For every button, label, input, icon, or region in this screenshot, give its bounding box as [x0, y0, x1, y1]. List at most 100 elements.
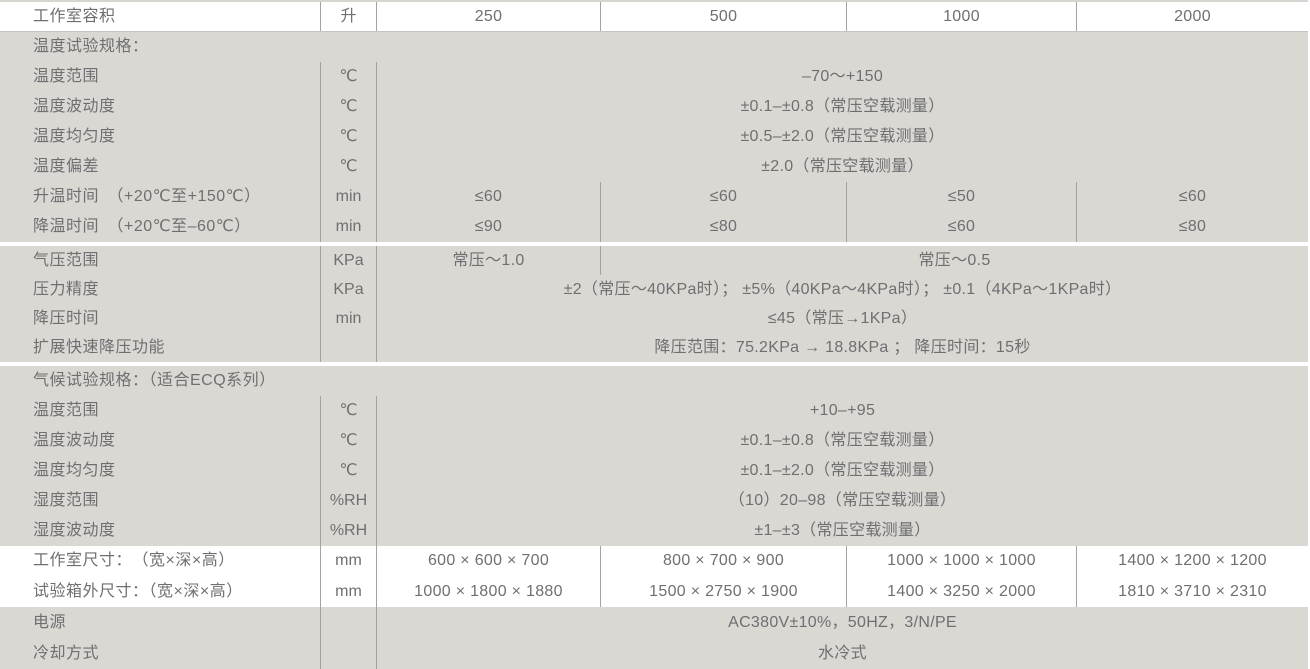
table-row: 温度范围 ℃ –70～+150: [0, 62, 1308, 92]
table-row: 温度均匀度 ℃ ±0.1–±2.0（常压空载测量）: [0, 456, 1308, 486]
cell-value: ≤80: [600, 212, 846, 242]
cell-value: 1500 × 2750 × 1900: [600, 576, 846, 607]
cell-value: ±0.5–±2.0（常压空载测量）: [740, 128, 945, 145]
cell-value: （10）20–98（常压空载测量）: [728, 492, 957, 509]
row-unit: 升: [320, 2, 377, 31]
cell-value: 常压～0.5: [600, 246, 1308, 275]
row-label: 压力精度: [33, 281, 100, 298]
cell-value: ≤45（常压→1KPa）: [767, 310, 918, 327]
table-row: 温度均匀度 ℃ ±0.5–±2.0（常压空载测量）: [0, 122, 1308, 152]
row-unit: min: [320, 182, 377, 212]
table-row: 温度偏差 ℃ ±2.0（常压空载测量）: [0, 152, 1308, 182]
cell-value: ≤60: [1076, 182, 1308, 212]
cell-value: –70～+150: [801, 68, 884, 85]
cell-value: ±0.1–±0.8（常压空载测量）: [740, 432, 945, 449]
row-label: 湿度范围: [33, 492, 100, 509]
row-unit: %RH: [320, 486, 377, 516]
row-unit: KPa: [320, 275, 377, 304]
row-label: 温度范围: [33, 68, 100, 85]
cell-value: ±0.1–±2.0（常压空载测量）: [740, 462, 945, 479]
row-unit: ℃: [320, 122, 377, 152]
spec-section: 工作室容积 升 250 500 1000 2000: [0, 0, 1308, 32]
spec-section: 工作室尺寸： （宽×深×高） mm 600 × 600 × 700 800 × 700…: [0, 546, 1308, 607]
table-row: 湿度波动度 %RH ±1–±3（常压空载测量）: [0, 516, 1308, 546]
row-label: 温度均匀度: [33, 128, 116, 145]
row-label: 试验箱外尺寸：（宽×深×高）: [33, 583, 243, 600]
cell-value: 1000 × 1000 × 1000: [846, 546, 1076, 576]
table-row: 冷却方式 水冷式: [0, 638, 1308, 669]
cell-value: ±1–±3（常压空载测量）: [754, 522, 931, 539]
row-label: 工作室尺寸： （宽×深×高）: [33, 552, 235, 569]
cell-value: 降压范围：75.2KPa → 18.8KPa ； 降压时间：15秒: [654, 339, 1031, 356]
row-label: 冷却方式: [33, 645, 100, 662]
row-unit: KPa: [320, 246, 377, 275]
cell-value: AC380V±10%，50HZ，3/N/PE: [728, 614, 957, 631]
table-row: 温度范围 ℃ +10–+95: [0, 396, 1308, 426]
cell-value: 500: [600, 2, 846, 31]
row-label: 升温时间 （+20℃至+150℃）: [33, 188, 261, 205]
row-unit: [320, 638, 377, 669]
cell-value: ≤60: [846, 212, 1076, 242]
row-unit: %RH: [320, 516, 377, 546]
table-row: 电源 AC380V±10%，50HZ，3/N/PE: [0, 607, 1308, 638]
row-unit: mm: [320, 576, 377, 607]
cell-value: ±2（常压～40KPa时）； ±5%（40KPa～4KPa时）； ±0.1（4K…: [563, 281, 1122, 298]
cell-value: 800 × 700 × 900: [600, 546, 846, 576]
row-unit: [320, 333, 377, 362]
spec-section: 气候试验规格：（适合ECQ系列） 温度范围 ℃ +10–+95 温度波动度 ℃ ±0.1–±…: [0, 366, 1308, 546]
table-row: 扩展快速降压功能 降压范围：75.2KPa → 18.8KPa ； 降压时间：15…: [0, 333, 1308, 362]
row-unit: [320, 607, 377, 638]
table-row: 降压时间 min ≤45（常压→1KPa）: [0, 304, 1308, 333]
cell-value: 600 × 600 × 700: [427, 552, 550, 569]
row-label: 温度均匀度: [33, 462, 116, 479]
table-row: 工作室尺寸： （宽×深×高） mm 600 × 600 × 700 800 × 700…: [0, 546, 1308, 576]
row-unit: min: [320, 212, 377, 242]
table-row: 湿度范围 %RH （10）20–98（常压空载测量）: [0, 486, 1308, 516]
spec-section: 气压范围 KPa 常压～1.0 常压～0.5 压力精度 KPa ±2（常压～40KPa时）；…: [0, 246, 1308, 362]
cell-value: ≤60: [600, 182, 846, 212]
spec-section: 温度试验规格： 温度范围 ℃ –70～+150 温度波动度 ℃ ±0.1–±0.8（常压空载…: [0, 32, 1308, 242]
cell-value: ±0.1–±0.8（常压空载测量）: [740, 98, 945, 115]
row-label: 降压时间: [33, 310, 100, 327]
cell-value: 250: [474, 8, 503, 25]
row-unit: mm: [320, 546, 377, 576]
row-unit: ℃: [320, 62, 377, 92]
cell-value: 2000: [1076, 2, 1308, 31]
row-label: 温度波动度: [33, 432, 116, 449]
row-unit: min: [320, 304, 377, 333]
cell-value: ±2.0（常压空载测量）: [761, 158, 924, 175]
cell-value: 1400 × 3250 × 2000: [846, 576, 1076, 607]
spec-section: 电源 AC380V±10%，50HZ，3/N/PE 冷却方式 水冷式: [0, 607, 1308, 669]
table-row: 升温时间 （+20℃至+150℃） min ≤60 ≤60 ≤50 ≤60: [0, 182, 1308, 212]
section-title: 温度试验规格：: [33, 38, 149, 55]
table-row: 降温时间 （+20℃至–60℃） min ≤90 ≤80 ≤60 ≤80: [0, 212, 1308, 242]
cell-value: 1000: [846, 2, 1076, 31]
row-label: 温度偏差: [33, 158, 100, 175]
table-row: 工作室容积 升 250 500 1000 2000: [0, 2, 1308, 31]
row-label: 电源: [33, 614, 67, 631]
cell-value: 水冷式: [818, 645, 867, 662]
row-label: 温度范围: [33, 402, 100, 419]
row-label: 气压范围: [33, 252, 100, 269]
row-label: 工作室容积: [33, 8, 116, 25]
row-unit: ℃: [320, 396, 377, 426]
row-unit: ℃: [320, 92, 377, 122]
cell-value: 常压～1.0: [452, 252, 525, 269]
cell-value: 1810 × 3710 × 2310: [1076, 576, 1308, 607]
section-header-row: 气候试验规格：（适合ECQ系列）: [0, 366, 1308, 396]
table-row: 气压范围 KPa 常压～1.0 常压～0.5: [0, 246, 1308, 275]
row-unit: ℃: [320, 456, 377, 486]
cell-value: 1400 × 1200 × 1200: [1076, 546, 1308, 576]
cell-value: +10–+95: [809, 402, 876, 419]
cell-value: 1000 × 1800 × 1880: [414, 583, 563, 600]
row-label: 温度波动度: [33, 98, 116, 115]
row-label: 湿度波动度: [33, 522, 116, 539]
cell-value: ≤50: [846, 182, 1076, 212]
row-unit: ℃: [320, 152, 377, 182]
cell-value: ≤60: [474, 188, 503, 205]
row-unit: ℃: [320, 426, 377, 456]
row-label: 降温时间 （+20℃至–60℃）: [33, 218, 251, 235]
table-row: 温度波动度 ℃ ±0.1–±0.8（常压空载测量）: [0, 92, 1308, 122]
row-label: 扩展快速降压功能: [33, 339, 166, 356]
